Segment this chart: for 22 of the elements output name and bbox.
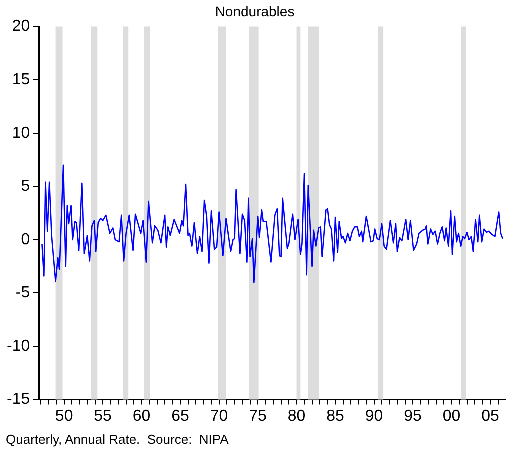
x-tick-label: 00	[442, 408, 461, 425]
y-tick-label: 20	[12, 18, 30, 36]
x-tick-label: 60	[132, 408, 151, 425]
y-tick-label: 5	[21, 178, 30, 196]
y-tick-label: -5	[16, 284, 30, 302]
x-tick-label: 70	[210, 408, 228, 425]
x-tick-label: 55	[94, 408, 112, 425]
x-tick-label: 85	[326, 408, 345, 425]
text: Quarterly, Annual Rate. Source: NIPA	[6, 432, 229, 447]
y-tick-label: -10	[7, 338, 30, 355]
x-tick-label: 50	[55, 408, 74, 425]
y-tick-label: 0	[21, 231, 30, 248]
y-tick-label: 15	[12, 71, 30, 88]
x-tick-label: 65	[172, 408, 190, 425]
y-tick-label: -15	[7, 391, 30, 408]
x-tick-label: 95	[404, 408, 422, 425]
chart-title: Nondurables	[215, 3, 295, 20]
x-tick-label: 80	[288, 408, 306, 425]
x-tick-label: 75	[249, 408, 268, 425]
x-tick-label: 05	[482, 408, 500, 425]
y-tick-label: 10	[12, 124, 30, 142]
x-tick-label: 90	[365, 408, 384, 425]
